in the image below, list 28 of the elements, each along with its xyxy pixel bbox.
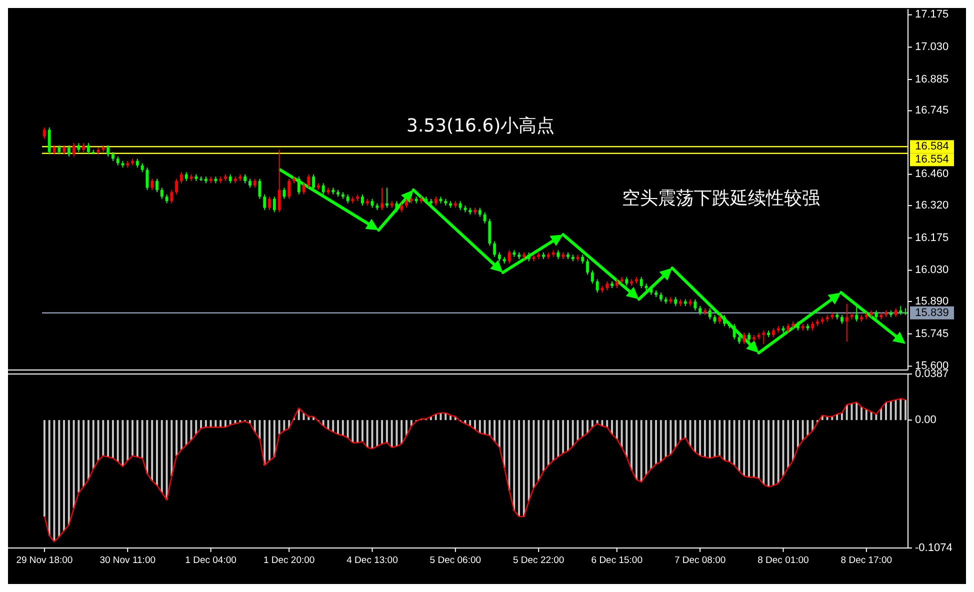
y-tick-label: 16.175 [915, 232, 949, 244]
y-tick-label: 16.745 [915, 104, 949, 117]
ref-line-label: 16.554 [915, 154, 949, 166]
y-tick-label: 0.00 [915, 414, 936, 426]
y-tick-label: 15.745 [915, 328, 949, 340]
y-tick-label: 17.030 [915, 41, 949, 54]
y-tick-label: 15.890 [915, 295, 949, 308]
x-tick-label: 5 Dec 22:00 [512, 555, 564, 566]
x-tick-label: 8 Dec 17:00 [840, 555, 892, 566]
y-tick-label: -0.1074 [915, 542, 952, 554]
x-tick-label: 5 Dec 06:00 [430, 555, 482, 566]
ref-line-label: 15.839 [915, 306, 949, 319]
x-tick-label: 29 Nov 18:00 [16, 555, 73, 566]
y-tick-label: 16.030 [915, 264, 949, 276]
x-tick-label: 6 Dec 15:00 [591, 555, 643, 566]
x-tick-label: 1 Dec 04:00 [185, 555, 236, 566]
x-tick-label: 4 Dec 13:00 [346, 555, 398, 566]
y-tick-label: 16.320 [915, 199, 949, 212]
y-tick-label: 16.460 [915, 168, 949, 180]
y-tick-label: 17.175 [915, 8, 949, 21]
x-tick-label: 7 Dec 08:00 [674, 555, 726, 566]
annotation: 3.53(16.6)小高点 [406, 115, 555, 136]
ref-line-label: 16.584 [915, 140, 949, 153]
annotation: 空头震荡下跌延续性较强 [622, 188, 820, 209]
x-tick-label: 30 Nov 11:00 [100, 555, 156, 566]
y-tick-label: 16.885 [915, 73, 949, 86]
x-tick-label: 1 Dec 20:00 [263, 555, 315, 566]
x-tick-label: 8 Dec 01:00 [758, 555, 809, 566]
